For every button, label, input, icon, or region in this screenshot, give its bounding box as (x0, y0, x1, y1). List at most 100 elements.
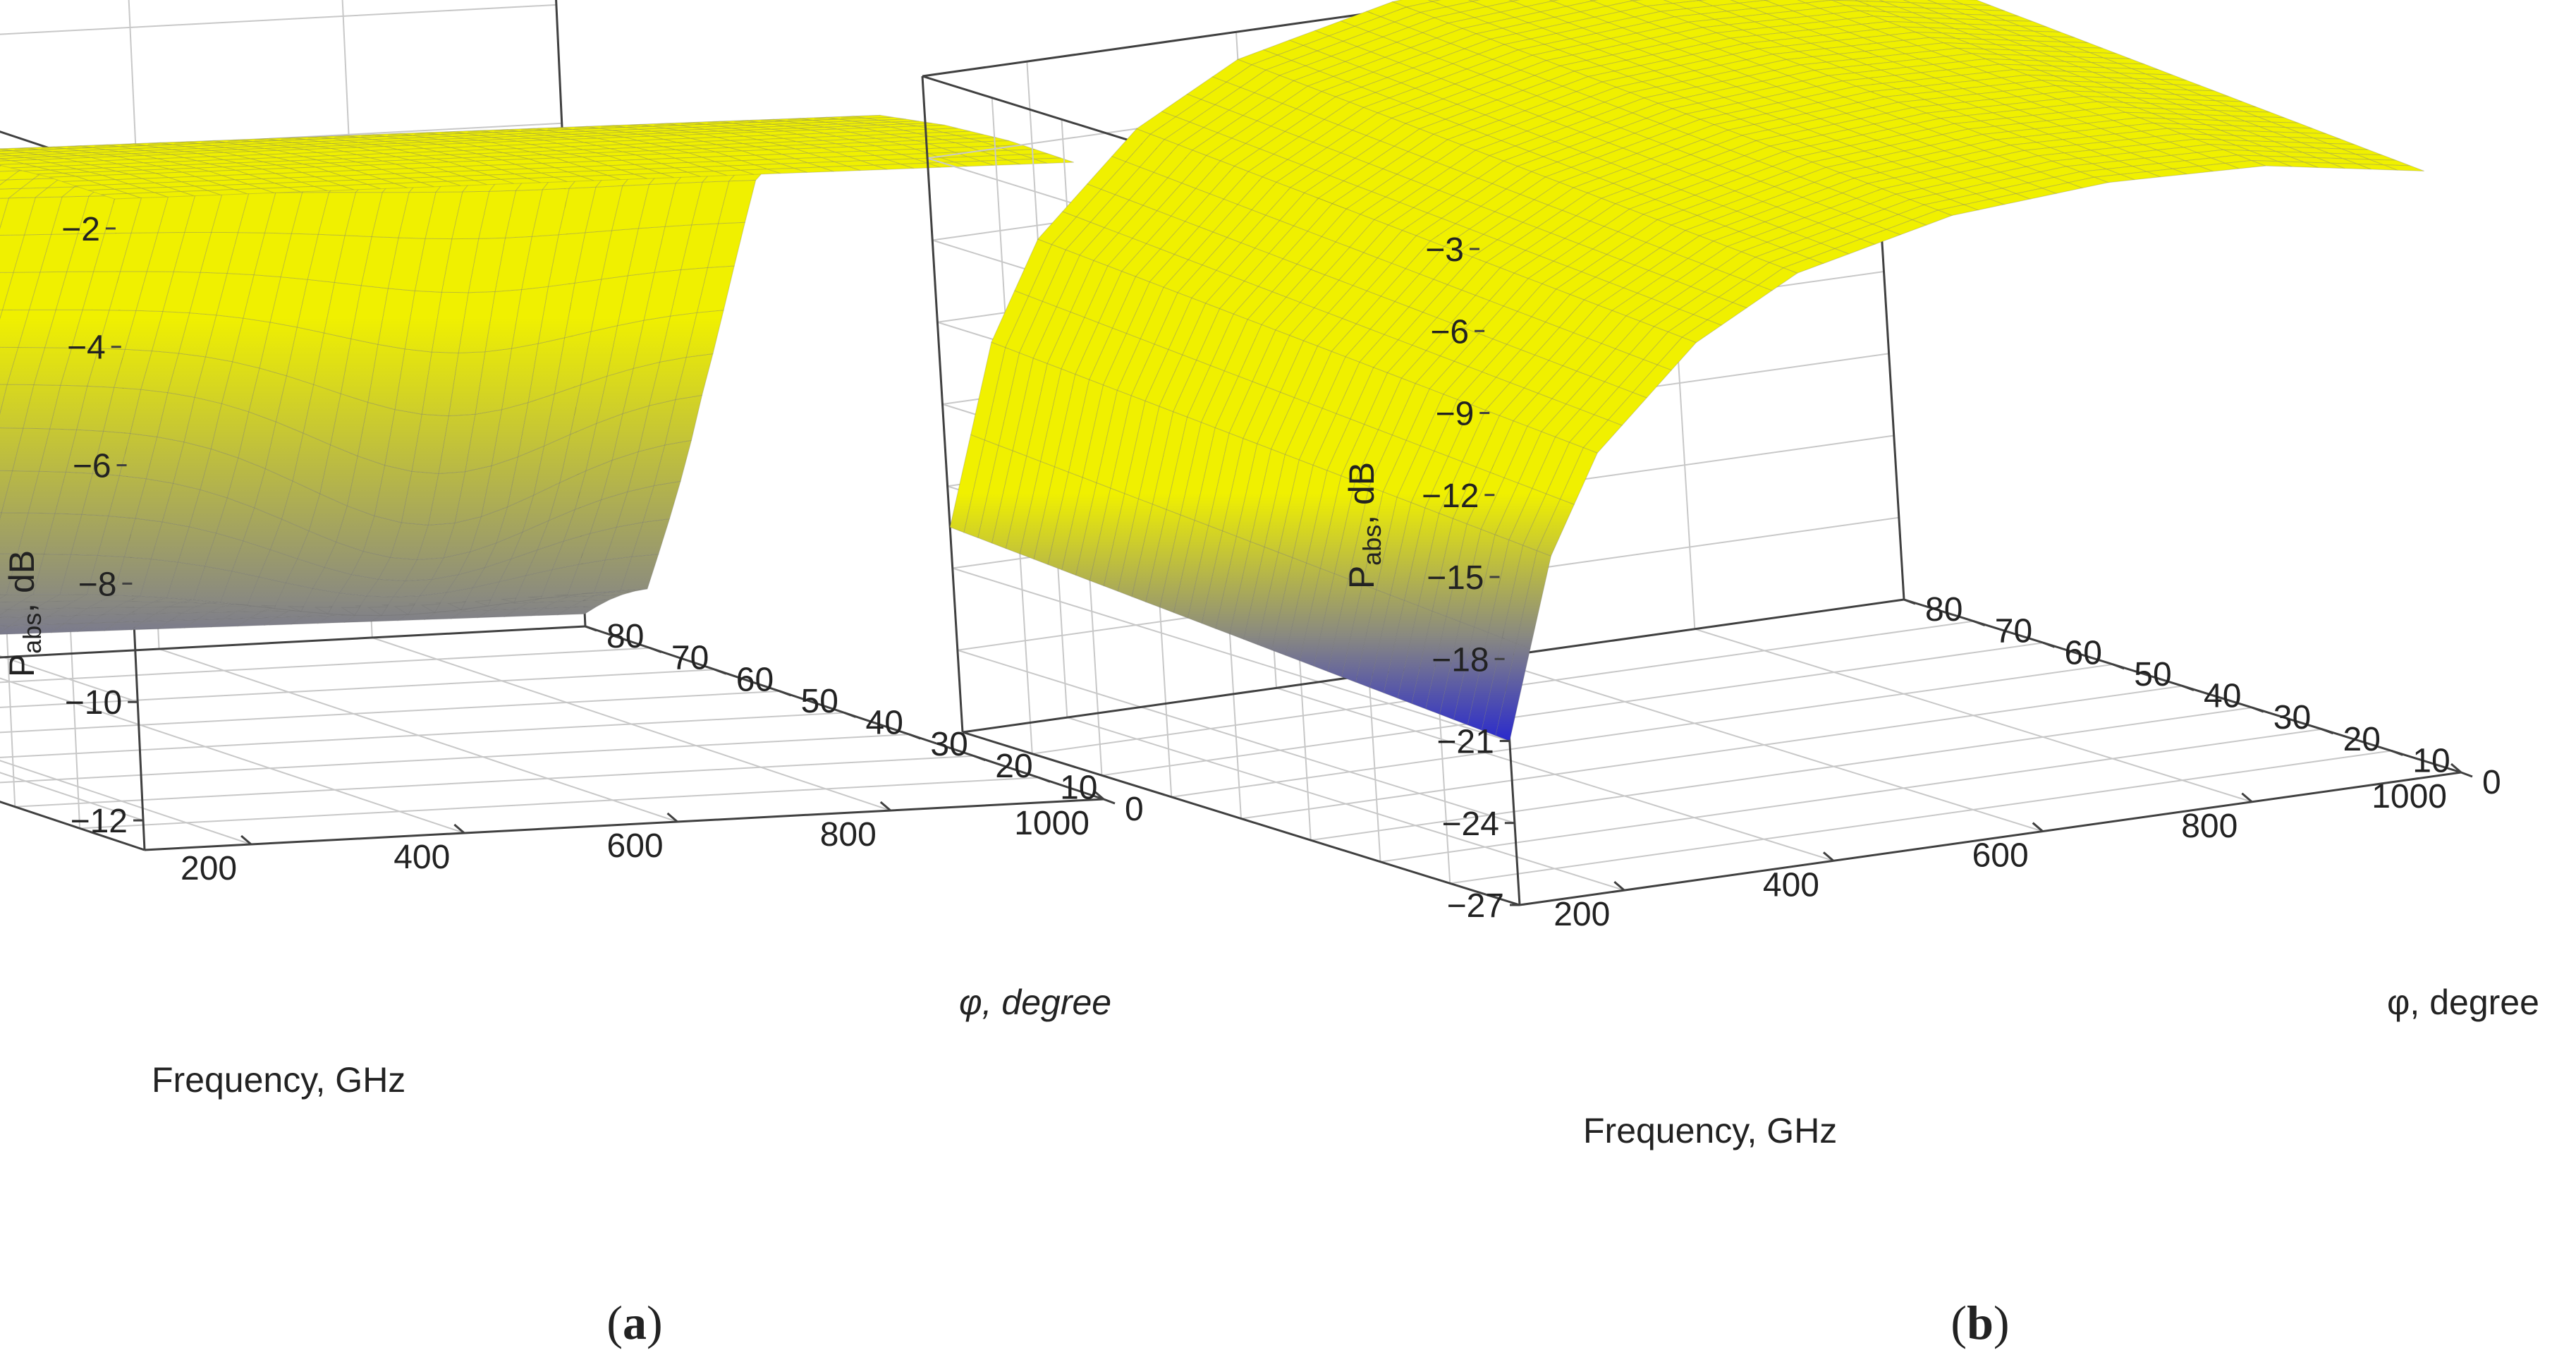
panel-b-z-tick-label: −24 (1441, 806, 1498, 843)
panel-b-z-tick-label: −12 (1422, 478, 1479, 515)
panel-b-floor-grid-y (1450, 750, 2392, 885)
panel-b-z-label-sub: abs (1357, 525, 1386, 566)
panel-a-z-tick-label: −10 (65, 684, 122, 722)
panel-a-frame-top-left (0, 130, 114, 171)
panel-a-surface-cell (982, 140, 1023, 147)
panel-b-surface-cell (1951, 0, 1991, 6)
panel-a-y-tick-label: 50 (801, 683, 838, 720)
panel-a-surface-cell (1021, 153, 1061, 159)
panel-b-sidewall-grid-z (957, 649, 1515, 824)
panel-b-frame-floor-back (962, 731, 1520, 906)
panel-a-z-label-sub: abs (18, 613, 47, 654)
panel-a-y-axis-label: φ, degree (959, 983, 1111, 1022)
panel-b-surface-cell (1551, 0, 1594, 7)
panel-a-surface-cell (0, 594, 8, 600)
panel-b-y-tick-label: 20 (2343, 721, 2381, 758)
panel-b-z-label-main: P (1342, 566, 1381, 589)
panel-b-surface-cell (1630, 0, 1643, 1)
panel-a-sidewall-grid-y (0, 470, 16, 807)
panel-a-z-tick-label: −8 (78, 566, 117, 603)
panel-a-x-tick-mark (453, 823, 465, 834)
panel-a-z-tick-label: −6 (73, 448, 111, 485)
panel-b-y-tick-label: 0 (2482, 764, 2501, 801)
panel-a-surface-cell (608, 588, 648, 593)
panel-a-y-tick-label: 0 (1125, 791, 1144, 828)
panel-a-x-axis-label: Frequency, GHz (152, 1060, 405, 1100)
panel-a-z-tick-label: −12 (71, 803, 128, 840)
panel-a-label: (a) (606, 1296, 662, 1349)
panel-b-frame-corner-edge (921, 75, 964, 733)
panel-b-z-tick-label: −18 (1432, 641, 1489, 679)
panel-b-y-tick-label: 40 (2204, 678, 2241, 715)
panel-a-y-tick-label: 60 (736, 661, 774, 698)
panel-b-y-tick-label: 30 (2273, 699, 2311, 736)
panel-a-y-tick-mark (908, 733, 921, 740)
panel-b-y-tick-label: 10 (2412, 742, 2450, 779)
panel-a-x-tick-label: 400 (393, 839, 450, 876)
panel-b-surface-cell (2006, 20, 2047, 28)
panel-a-surface-cell (0, 512, 2, 521)
panel-b-floor-grid-y (1171, 663, 2113, 798)
panel-b-surface-cell (1391, 0, 1434, 8)
panel-b-y-tick-label: 60 (2065, 634, 2102, 672)
panel-a-backwall-grid-z (0, 4, 556, 35)
panel-b-x-tick-label: 800 (2181, 808, 2238, 845)
panel-a-y-tick-label: 70 (671, 640, 709, 677)
panel-a-floor-grid-y (0, 690, 780, 734)
panel-b-surface-cell (1508, 0, 1520, 2)
panel-a-surface-cell (0, 309, 4, 320)
chart-panel-a: 200 400 600 800 1000 01020304050607080−2−4−6−… (0, 0, 1144, 1349)
panel-a-y-tick-label: 40 (866, 705, 903, 742)
panel-a-surface-cell (0, 384, 8, 415)
panel-a-x-tick-label: 200 (181, 850, 237, 887)
panel-a-surface (0, 114, 1075, 635)
panel-b-x-tick-label: 600 (1972, 837, 2029, 875)
panel-a-surface-cell (969, 137, 1010, 142)
panel-a-floor-grid-y (80, 777, 1039, 830)
panel-a-surface-cell (556, 605, 599, 616)
panel-b-y-axis-label: φ, degree (2387, 983, 2539, 1022)
panel-a-floor-grid-y (0, 712, 845, 758)
panel-b-surface-cell (2020, 25, 2061, 32)
panel-b-surface-cell (1589, 0, 1599, 1)
panel-a-z-tick-label: −4 (67, 329, 106, 367)
panel-a-y-tick-label: 10 (1060, 769, 1097, 806)
panel-b-floor-grid-y (1101, 642, 2044, 777)
panel-a-x-tick-mark (1093, 789, 1104, 801)
panel-b-surface-cell (1549, 0, 1560, 2)
panel-b-surface-cell (1697, 0, 1707, 1)
panel-b-surface-cell (1511, 0, 1554, 7)
panel-b-y-tick-label: 70 (1995, 613, 2032, 650)
panel-a-z-label-main: P (2, 654, 42, 677)
panel-a-x-tick-label: 1000 (1014, 805, 1089, 842)
panel-b-x-axis-label: Frequency, GHz (1583, 1111, 1837, 1150)
panel-a-frame-floor-far (0, 625, 586, 659)
panel-a-frame-floor-back (0, 801, 145, 851)
panel-b-z-tick-label: −6 (1430, 313, 1469, 351)
panel-a-x-tick-mark (240, 834, 252, 846)
panel-a-floor-grid-x (0, 760, 252, 845)
panel-a-surface-cell (570, 599, 610, 608)
panel-b-x-tick-label: 1000 (2371, 778, 2447, 815)
panel-a-surface-cell (0, 625, 12, 634)
panel-a-y-tick-mark (973, 755, 986, 762)
panel-a-surface-cell (944, 130, 984, 136)
panel-b-floor-grid-y (1240, 685, 2183, 820)
panel-b-x-tick-label: 400 (1763, 866, 1819, 904)
panel-b-frame-x-axis (1519, 771, 2462, 906)
panel-b-label: (b) (1951, 1296, 2009, 1349)
panel-a-surface-cell (0, 179, 8, 186)
panel-a-y-tick-mark (779, 690, 792, 697)
panel-b-floor-grid-y (1380, 728, 2322, 863)
panel-b-z-tick-label: −21 (1436, 724, 1494, 761)
panel-a-y-tick-mark (649, 647, 662, 654)
panel-b-surface-cell (1467, 0, 1481, 2)
panel-a-surface-cell (0, 198, 10, 230)
panel-a-label-letter: a (623, 1296, 647, 1349)
panel-b-y-tick-mark (2460, 771, 2473, 778)
panel-a-floor-grid-y (0, 734, 910, 784)
panel-a-y-tick-label: 80 (606, 618, 644, 655)
panel-b-surface-cell (2034, 30, 2075, 38)
panel-b-floor-grid-y (1310, 707, 2252, 842)
